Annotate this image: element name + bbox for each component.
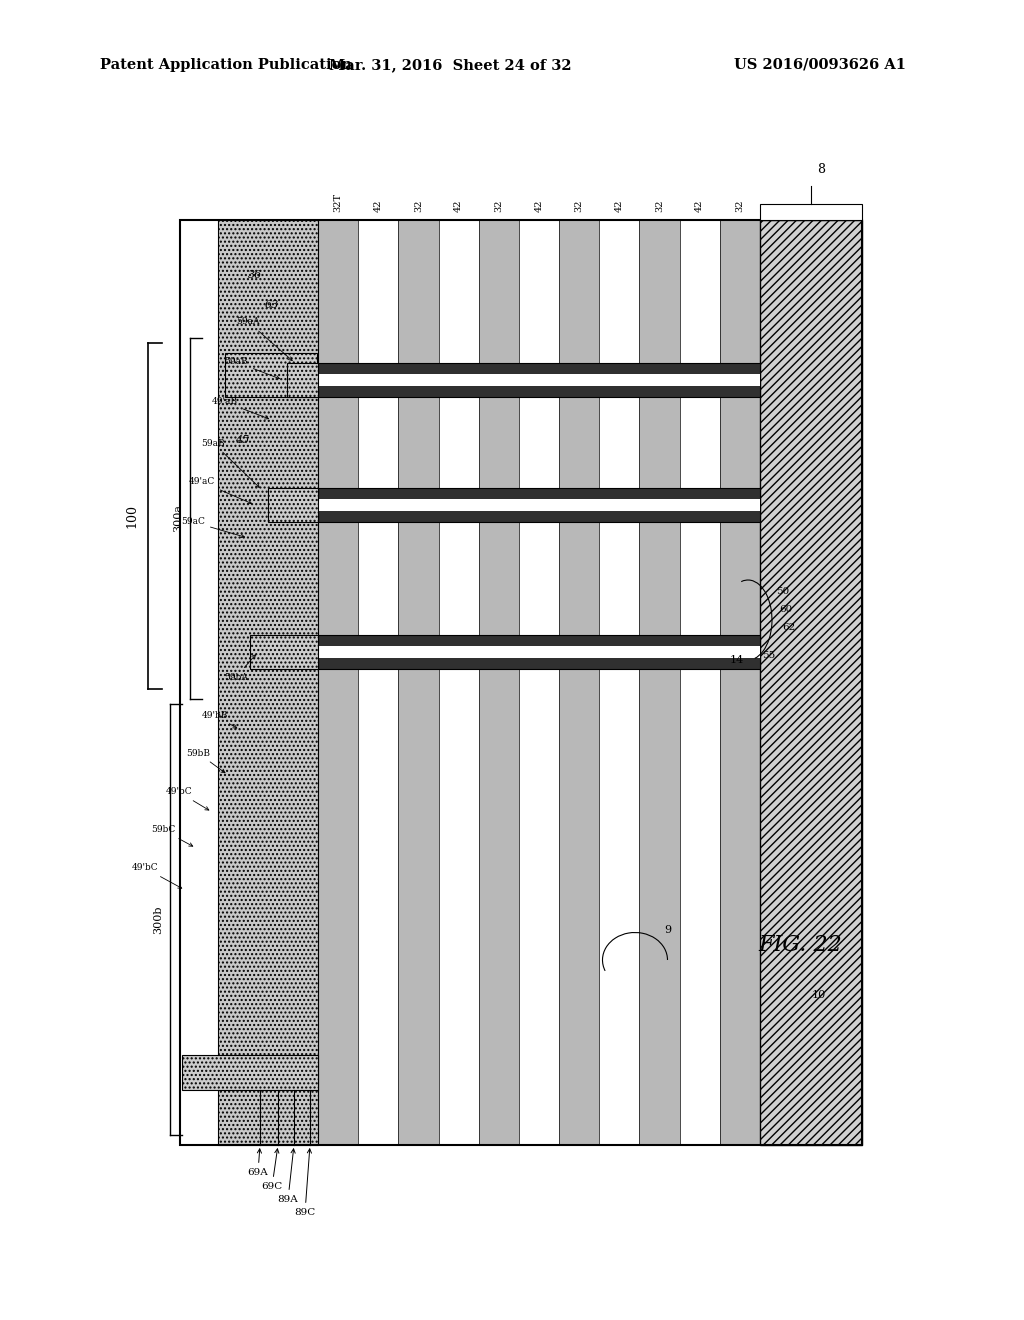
Bar [318,374,760,387]
Bar [358,220,398,1144]
Text: 32: 32 [574,199,584,213]
Text: 42: 42 [695,199,705,213]
Text: 42: 42 [614,199,624,213]
Bar [318,645,760,659]
Bar [639,220,680,1144]
Text: 9: 9 [665,925,672,935]
Bar [250,635,318,669]
Bar [720,220,760,1144]
Text: 60: 60 [779,606,793,615]
Text: US 2016/0093626 A1: US 2016/0093626 A1 [734,58,906,73]
Text: 45: 45 [234,436,249,445]
Text: 36: 36 [248,271,262,280]
Text: 14: 14 [730,655,744,665]
Bar [180,220,862,1144]
Text: 32: 32 [414,199,423,213]
Bar [318,488,760,521]
Bar [318,499,760,511]
Text: 49'aC: 49'aC [188,478,252,504]
Bar [318,635,760,669]
Bar [318,220,358,1144]
Bar [479,220,519,1144]
Text: 300b: 300b [153,906,163,933]
Text: 59aB: 59aB [202,438,259,487]
Text: 42: 42 [374,199,383,213]
Text: 49'bC: 49'bC [165,788,209,810]
Text: 89C: 89C [294,1148,315,1217]
Text: 49'aB: 49'aB [212,397,268,418]
Text: 300a: 300a [173,504,183,532]
Text: 32: 32 [655,199,664,213]
Text: 50: 50 [776,587,790,597]
Text: 32: 32 [495,199,504,213]
Text: 32T: 32T [334,193,343,213]
Text: 62: 62 [782,623,796,632]
Text: 59bA: 59bA [224,655,256,681]
Text: 59aC: 59aC [181,517,245,537]
Text: 49'bB: 49'bB [202,710,237,729]
Bar [760,220,862,1144]
Bar [287,363,318,397]
Text: 55: 55 [762,651,775,660]
Text: 89A: 89A [278,1148,298,1204]
Text: 69A: 69A [248,1148,268,1177]
Text: FIG. 22: FIG. 22 [758,935,842,956]
Bar [559,220,599,1144]
Text: 10: 10 [812,990,826,1001]
Bar [218,220,318,1144]
Text: 42: 42 [535,199,544,213]
Text: 59bB: 59bB [186,748,225,772]
Bar [182,1055,318,1090]
Text: 32: 32 [735,199,744,213]
Text: 59bC: 59bC [151,825,193,846]
Bar [438,220,479,1144]
Text: 8: 8 [817,162,825,176]
Text: Patent Application Publication: Patent Application Publication [100,58,352,73]
Bar [398,220,438,1144]
Text: 42: 42 [454,199,463,213]
Text: Mar. 31, 2016  Sheet 24 of 32: Mar. 31, 2016 Sheet 24 of 32 [329,58,571,73]
Text: 59aB: 59aB [224,358,280,379]
Text: 49'bC: 49'bC [131,863,181,888]
Bar [599,220,639,1144]
Text: 69C: 69C [261,1148,283,1191]
Bar [268,488,318,521]
Bar [519,220,559,1144]
Text: 59aA: 59aA [237,318,292,360]
Text: 100: 100 [125,504,138,528]
Bar [225,352,317,397]
Bar [680,220,720,1144]
Text: 63: 63 [265,300,280,310]
Bar [318,363,760,397]
Bar [760,205,862,220]
